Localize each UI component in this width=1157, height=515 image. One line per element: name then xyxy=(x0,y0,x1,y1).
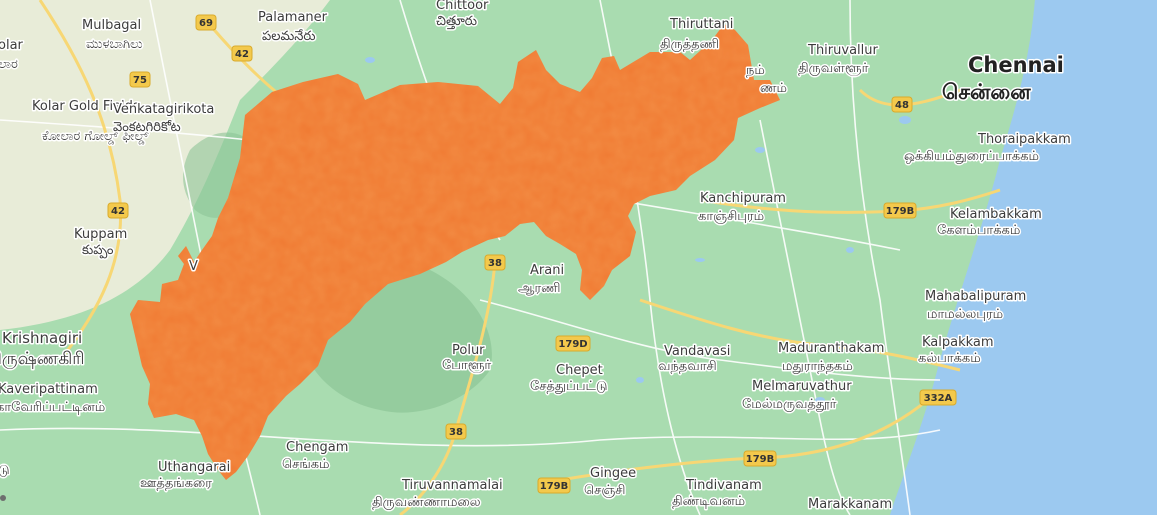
svg-text:38: 38 xyxy=(449,427,463,438)
shield-38-south: 38 xyxy=(445,423,467,440)
svg-text:69: 69 xyxy=(199,18,213,29)
label-tindivanam-alt: திண்டிவனம் xyxy=(672,494,745,509)
label-maduranthakam-alt: மதுராந்தகம் xyxy=(782,359,853,374)
shield-69: 69 xyxy=(195,14,217,31)
label-mulbagal: Mulbagal xyxy=(82,18,141,33)
shield-42-north: 42 xyxy=(231,45,253,62)
label-kolar-gold-fields: Kolar Gold Fields xyxy=(32,99,140,114)
label-palamaner-alt: పలమనేరు xyxy=(262,29,316,44)
label-fragment-tamil-2: ணம் xyxy=(760,81,787,96)
svg-text:179D: 179D xyxy=(558,339,587,350)
label-chengam: Chengam xyxy=(286,440,348,455)
label-palamaner: Palamaner xyxy=(258,10,328,25)
label-maduranthakam: Maduranthakam xyxy=(778,341,884,356)
label-mahabalipuram: Mahabalipuram xyxy=(925,289,1026,304)
label-melmaruvathur-alt: மேல்மருவத்தூர் xyxy=(742,397,837,412)
label-chepet-alt: சேத்துப்பட்டு xyxy=(530,379,607,394)
label-krishnagiri-alt: கிருஷ்ணகிரி xyxy=(0,349,85,369)
label-melmaruvathur: Melmaruvathur xyxy=(752,379,852,394)
label-kalpakkam: Kalpakkam xyxy=(922,335,994,350)
label-mulbagal-alt: ಮುಳಬಾಗಿಲು xyxy=(86,37,143,52)
label-kaveripattinam: Kaveripattinam xyxy=(0,382,98,397)
label-chengam-alt: செங்கம் xyxy=(282,457,329,472)
label-fragment-olar: olar xyxy=(0,38,24,53)
label-krishnagiri: Krishnagiri xyxy=(2,329,82,347)
svg-text:179B: 179B xyxy=(540,481,569,492)
label-chennai-alt: சென்னை xyxy=(942,80,1031,104)
svg-text:48: 48 xyxy=(895,100,909,111)
shield-38-north: 38 xyxy=(484,254,506,271)
label-chittoor-alt: చిత్తూరు xyxy=(436,14,477,30)
shield-179b-south: 179B xyxy=(537,477,571,494)
label-kanchipuram-alt: காஞ்சிபுரம் xyxy=(698,209,764,224)
label-uthangarai: Uthangarai xyxy=(158,460,230,475)
label-kelambakkam: Kelambakkam xyxy=(950,207,1042,222)
label-kelambakkam-alt: கேளம்பாக்கம் xyxy=(937,223,1020,238)
svg-text:42: 42 xyxy=(235,49,249,60)
label-uthangarai-alt: ஊத்தங்கரை xyxy=(140,476,212,491)
label-gingee: Gingee xyxy=(590,466,636,481)
svg-text:75: 75 xyxy=(133,75,147,86)
shield-179b-se: 179B xyxy=(743,450,777,467)
label-mahabalipuram-alt: மாமல்லபுரம் xyxy=(927,307,1003,322)
label-kolar-gold-fields-alt: ಕೋಲಾರ ಗೋಲ್ಡ್ ಫೀಲ್ಡ್ xyxy=(42,129,149,144)
label-fragment-tamil-1: நம் xyxy=(746,63,765,78)
label-chittoor: Chittoor xyxy=(436,0,489,13)
svg-text:179B: 179B xyxy=(746,454,775,465)
sea-area xyxy=(890,0,1157,515)
town-markers xyxy=(0,495,6,501)
label-polur: Polur xyxy=(452,343,485,358)
label-marakkanam: Marakkanam xyxy=(808,497,892,512)
label-thoraipakkam: Thoraipakkam xyxy=(977,132,1071,147)
shield-179d: 179D xyxy=(555,335,591,352)
label-tiruvannamalai: Tiruvannamalai xyxy=(401,478,503,493)
label-kalpakkam-alt: கல்பாக்கம் xyxy=(918,351,981,366)
label-gingee-alt: செஞ்சி xyxy=(584,483,625,498)
label-tiruvannamalai-alt: திருவண்ணாமலை xyxy=(372,495,481,510)
svg-text:332A: 332A xyxy=(924,393,953,404)
place-labels: Mulbagal ಮುಳಬಾಗಿಲು Palamaner పలమనేరు Chi… xyxy=(0,0,1072,514)
shield-332a: 332A xyxy=(919,389,957,406)
label-venkatagirikota: Venkatagirikota xyxy=(113,102,214,117)
highway-shields: 69 42 75 42 48 179B 38 179D 38 179B 179B… xyxy=(107,14,957,494)
label-arani: Arani xyxy=(530,263,564,278)
label-thiruvallur-alt: திருவள்ளூர் xyxy=(798,61,869,76)
label-tindivanam: Tindivanam xyxy=(685,478,762,493)
label-chepet: Chepet xyxy=(556,363,603,378)
plateau-area xyxy=(0,0,330,330)
label-fragment-v: V xyxy=(189,259,198,274)
shield-42-south: 42 xyxy=(107,202,129,219)
label-thoraipakkam-alt: ஒக்கியம்துரைப்பாக்கம் xyxy=(904,149,1039,164)
label-vandavasi-alt: வந்தவாசி xyxy=(658,359,717,374)
shield-75: 75 xyxy=(129,71,151,88)
label-thiruttani: Thiruttani xyxy=(669,17,733,32)
label-kanchipuram: Kanchipuram xyxy=(700,191,786,206)
label-fragment-kolar-alt: ಲಾರ xyxy=(0,57,18,72)
highlight-region[interactable] xyxy=(130,24,780,480)
svg-text:179B: 179B xyxy=(886,206,915,217)
label-polur-alt: போளூர் xyxy=(442,358,491,373)
label-kuppam: Kuppam xyxy=(74,227,127,242)
svg-text:42: 42 xyxy=(111,206,125,217)
label-vandavasi: Vandavasi xyxy=(664,344,730,359)
svg-text:38: 38 xyxy=(488,258,502,269)
label-kaveripattinam-alt: காவேரிப்பட்டினம் xyxy=(0,400,105,415)
label-chennai: Chennai xyxy=(968,53,1064,77)
label-thiruttani-alt: திருத்தணி xyxy=(660,37,719,52)
label-fragment-bottom-left: டு xyxy=(0,463,10,478)
label-venkatagirikota-alt: వెంకటగిరికోట xyxy=(113,119,181,135)
label-kuppam-alt: కుప్పం xyxy=(82,243,114,259)
label-arani-alt: ஆரணி xyxy=(518,281,561,296)
shield-48: 48 xyxy=(891,96,913,113)
shield-179b-east: 179B xyxy=(883,202,917,219)
label-thiruvallur: Thiruvallur xyxy=(807,43,878,58)
